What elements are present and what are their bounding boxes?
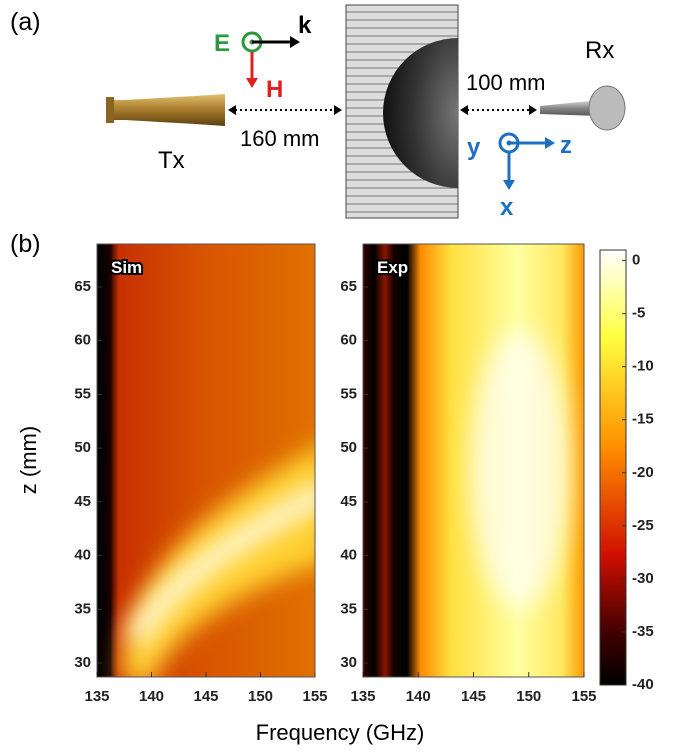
y-tick-label: 50 [74, 439, 91, 456]
y-tick-label: 30 [340, 654, 357, 671]
rx-flange [588, 85, 626, 131]
k-label: k [298, 12, 312, 39]
colorbar-tick-label: -35 [632, 623, 654, 640]
y-tick-label: 35 [74, 600, 91, 617]
colorbar-tick-label: -25 [632, 517, 654, 534]
colorbar-tick-label: -40 [632, 676, 654, 693]
arrow-head [290, 36, 300, 48]
tx-label: Tx [158, 147, 185, 174]
panel-label: (b) [10, 230, 41, 258]
colorbar-tick-label: -5 [632, 305, 645, 322]
arrow-head [460, 105, 537, 115]
z-label: z [560, 132, 572, 159]
colorbar-tick-label: 0 [632, 252, 640, 269]
y-tick-label: 35 [340, 600, 357, 617]
colorbar [599, 249, 627, 686]
plot-title: Exp [377, 258, 408, 277]
arrow-head [503, 180, 515, 190]
panel-label: (a) [10, 8, 41, 36]
sim-heatmap [97, 244, 315, 677]
colorbar-tick-label: -30 [632, 570, 654, 587]
y-tick-label: 55 [74, 385, 91, 402]
colorbar-tick-label: -10 [632, 358, 654, 375]
x-tick-label: 150 [248, 688, 273, 705]
colorbar-tick-label: -15 [632, 411, 654, 428]
y-tick-label: 40 [340, 547, 357, 564]
lens [383, 38, 458, 188]
y-tick-label: 45 [340, 493, 357, 510]
y-tick-label: 45 [74, 493, 91, 510]
x-tick-label: 140 [139, 688, 164, 705]
heatmap-peak [125, 485, 315, 646]
y-tick-label: 65 [340, 278, 357, 295]
x-tick-label: 145 [193, 688, 218, 705]
y-tick-label: 60 [340, 332, 357, 349]
heatmap-edge [97, 244, 109, 677]
schematic [106, 4, 626, 219]
tx-flange [106, 97, 114, 123]
e-label: E [214, 30, 230, 57]
heatmap-peak [470, 330, 570, 610]
rx-distance: 100 mm [466, 70, 545, 95]
y-tick-label: 50 [340, 439, 357, 456]
tx-distance: 160 mm [240, 126, 319, 151]
rx-probe [540, 100, 600, 116]
y-tick-label: 30 [74, 654, 91, 671]
x-tick-label: 155 [571, 688, 596, 705]
x-tick-label: 140 [406, 688, 431, 705]
tx-horn [112, 94, 225, 126]
arrow-head [246, 78, 258, 88]
y-axis-title: z (mm) [16, 426, 41, 494]
x-tick-label: 155 [302, 688, 327, 705]
y-tick-label: 60 [74, 332, 91, 349]
h-label: H [266, 76, 283, 103]
y-tick-label: 40 [74, 547, 91, 564]
y-tick-label: 65 [74, 278, 91, 295]
x-tick-label: 150 [516, 688, 541, 705]
rx-label: Rx [585, 37, 614, 64]
y-tick-label: 55 [340, 385, 357, 402]
x-tick-label: 145 [461, 688, 486, 705]
exp-heatmap [363, 244, 584, 677]
y-label: y [467, 134, 481, 161]
x-label: x [500, 194, 514, 221]
x-tick-label: 135 [350, 688, 375, 705]
x-tick-label: 135 [84, 688, 109, 705]
plot-title: Sim [111, 258, 142, 277]
colorbar-tick-label: -20 [632, 464, 654, 481]
x-axis-title: Frequency (GHz) [256, 720, 425, 745]
arrow-head [545, 137, 555, 149]
